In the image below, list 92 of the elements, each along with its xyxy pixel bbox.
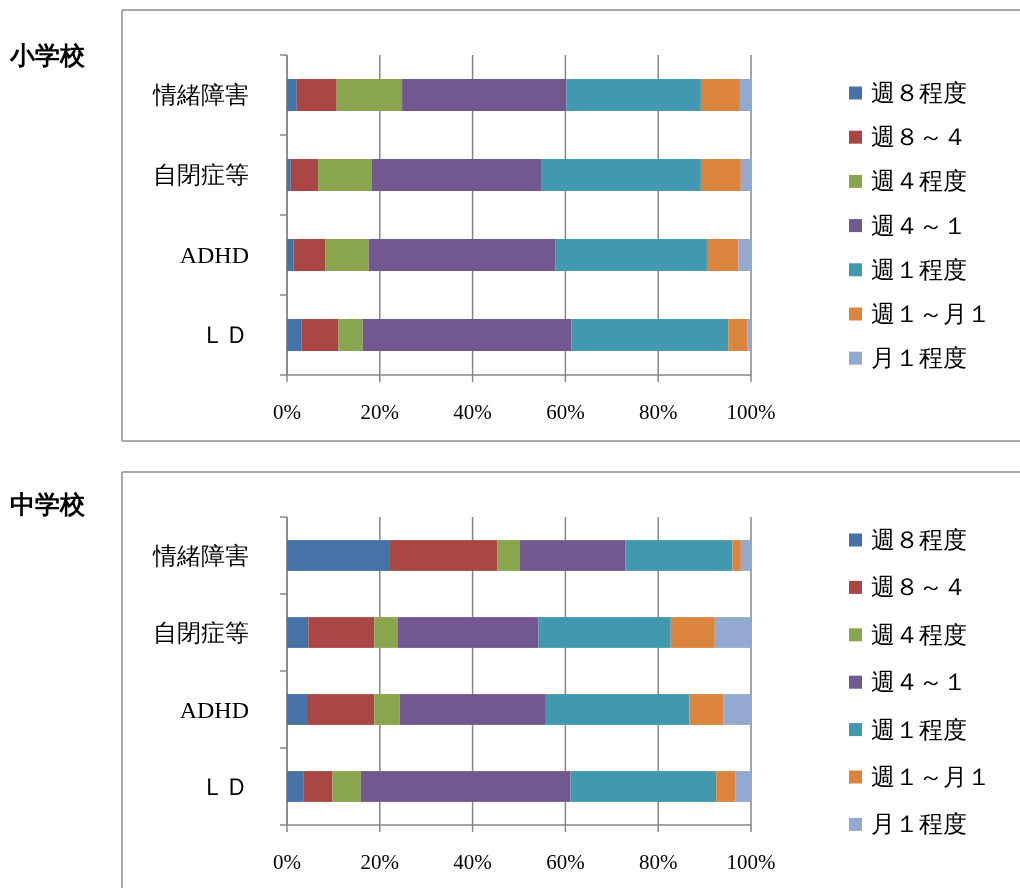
bar (287, 771, 304, 802)
legend-label: 週８～４ (871, 124, 967, 151)
x-tick-label: 0% (273, 400, 301, 424)
legend-label: 週８～４ (871, 574, 967, 601)
legend-label: 週４程度 (871, 168, 967, 195)
bar (544, 694, 690, 725)
bar (374, 694, 400, 725)
bar (296, 79, 337, 111)
bar (287, 79, 297, 111)
bar (689, 694, 724, 725)
y-tick-label: 情緒障害 (152, 82, 249, 108)
bar (306, 694, 375, 725)
bar (287, 239, 294, 271)
bar (374, 617, 398, 648)
bar (570, 771, 717, 802)
y-tick-label: 自閉症等 (153, 619, 249, 646)
x-tick-label: 80% (638, 850, 678, 874)
legend-label: 週４～１ (871, 212, 967, 239)
bar (739, 79, 751, 111)
bar (332, 771, 361, 802)
bar (747, 319, 751, 351)
text: 中学校 (10, 490, 86, 518)
bar (338, 319, 363, 351)
bar (397, 617, 539, 648)
bar (700, 79, 740, 111)
bar (728, 319, 748, 351)
bar (670, 617, 715, 648)
bar (287, 540, 390, 571)
legend-label: 週４～１ (871, 669, 967, 696)
legend-label: 週８程度 (871, 527, 967, 553)
bar (714, 617, 751, 648)
bar (538, 617, 671, 648)
bar (566, 79, 701, 111)
legend-label: 週８程度 (871, 80, 967, 106)
y-tick-label: ＬＤ (201, 773, 249, 800)
bar (541, 159, 701, 191)
x-tick-label: 80% (638, 400, 678, 424)
bar (497, 540, 520, 571)
bar (287, 617, 309, 648)
bar (301, 319, 339, 351)
bar (555, 239, 707, 271)
bar (519, 540, 626, 571)
bar (706, 239, 739, 271)
x-tick-label: 100% (726, 400, 776, 424)
bar (303, 771, 333, 802)
bar (723, 694, 751, 725)
y-tick-label: ＬＤ (201, 322, 249, 348)
bar (287, 159, 291, 191)
bar (700, 159, 741, 191)
bar (625, 540, 733, 571)
bar (735, 771, 751, 802)
bar (287, 694, 307, 725)
x-tick-label: 40% (453, 850, 492, 874)
bar (399, 694, 545, 725)
bar (287, 319, 302, 351)
bar (740, 540, 751, 571)
legend-label: 週４程度 (871, 621, 967, 648)
bar (732, 540, 741, 571)
bar (336, 79, 403, 111)
bar (368, 239, 556, 271)
bar (740, 159, 751, 191)
x-tick-label: 20% (360, 850, 400, 874)
text: 小学校 (9, 41, 86, 69)
legend-label: 月１程度 (871, 811, 967, 838)
x-tick-label: 0% (273, 850, 301, 874)
legend-label: 月１程度 (871, 345, 967, 372)
bar (716, 771, 736, 802)
bar (325, 239, 369, 271)
bar (360, 771, 571, 802)
y-tick-label: ADHD (179, 696, 249, 723)
bar (318, 159, 372, 191)
bar (308, 617, 375, 648)
x-tick-label: 100% (726, 850, 776, 874)
bar (293, 239, 326, 271)
legend-label: 週１～月１ (871, 764, 991, 790)
x-tick-label: 60% (546, 850, 585, 874)
legend-label: 週１程度 (871, 716, 967, 743)
y-tick-label: ADHD (179, 242, 249, 268)
legend-label: 週１程度 (871, 256, 967, 283)
legend-label: 週１～月１ (871, 301, 991, 327)
x-tick-label: 40% (453, 400, 492, 424)
x-tick-label: 60% (546, 400, 585, 424)
y-tick-label: 情緒障害 (152, 542, 249, 569)
bar (371, 159, 542, 191)
bar (290, 159, 319, 191)
bar (389, 540, 498, 571)
bar (571, 319, 729, 351)
bar (362, 319, 572, 351)
y-tick-label: 自閉症等 (153, 162, 249, 188)
bar (402, 79, 567, 111)
bar (738, 239, 751, 271)
x-tick-label: 20% (360, 400, 400, 424)
